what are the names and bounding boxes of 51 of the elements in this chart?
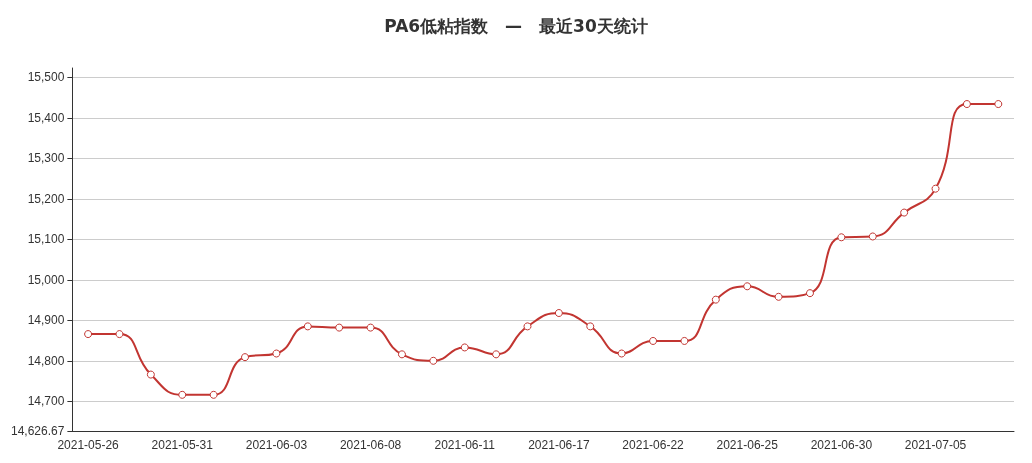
x-tick-label: 2021-06-17 [528,438,590,452]
y-tick-label: 14,800 [27,353,65,368]
x-tick-label: 2021-06-30 [810,438,873,452]
x-tick-label: 2021-06-03 [245,438,308,452]
y-tick-label: 15,200 [27,191,65,206]
x-tick-label: 2021-06-22 [622,438,685,452]
y-tick-label: 15,500 [27,70,65,85]
point [900,208,909,217]
point [366,323,375,332]
point [178,390,187,399]
point [743,282,752,291]
y-tick-label: 14,700 [27,394,65,409]
x-tick-label: 2021-05-26 [57,438,120,452]
x-tick-label: 2021-06-11 [434,438,496,452]
point [146,370,155,379]
point [303,322,312,331]
point [209,390,218,399]
y-tick-label: 14,900 [27,313,65,328]
point [994,100,1003,109]
point [554,309,563,318]
x-tick-label: 2021-07-05 [904,438,967,452]
point [397,350,406,359]
point [680,336,689,345]
point [335,323,344,332]
point [241,353,250,362]
point [492,350,501,359]
point [460,343,469,352]
y-tick-label: 15,000 [27,272,65,287]
x-tick-label: 2021-06-08 [339,438,402,452]
point [586,322,595,331]
point [617,349,626,358]
point [272,349,281,358]
x-tick-label: 2021-06-25 [716,438,779,452]
point [805,289,814,298]
y-tick-label: 15,300 [27,151,65,166]
point [115,330,124,339]
x-tick-label: 2021-05-31 [151,438,214,452]
point [868,232,877,241]
chart-title: PA6低粘指数 — 最近30天统计 [384,15,648,36]
y-tick-label: 15,100 [27,232,65,247]
point [774,292,783,301]
point [523,322,532,331]
point [429,356,438,365]
point [649,336,658,345]
point [962,100,971,109]
point [837,233,846,242]
y-tick-label: 14,626.67 [10,424,65,438]
point [84,330,93,339]
point [711,295,720,304]
point [931,184,940,193]
y-tick-label: 15,400 [27,110,65,125]
